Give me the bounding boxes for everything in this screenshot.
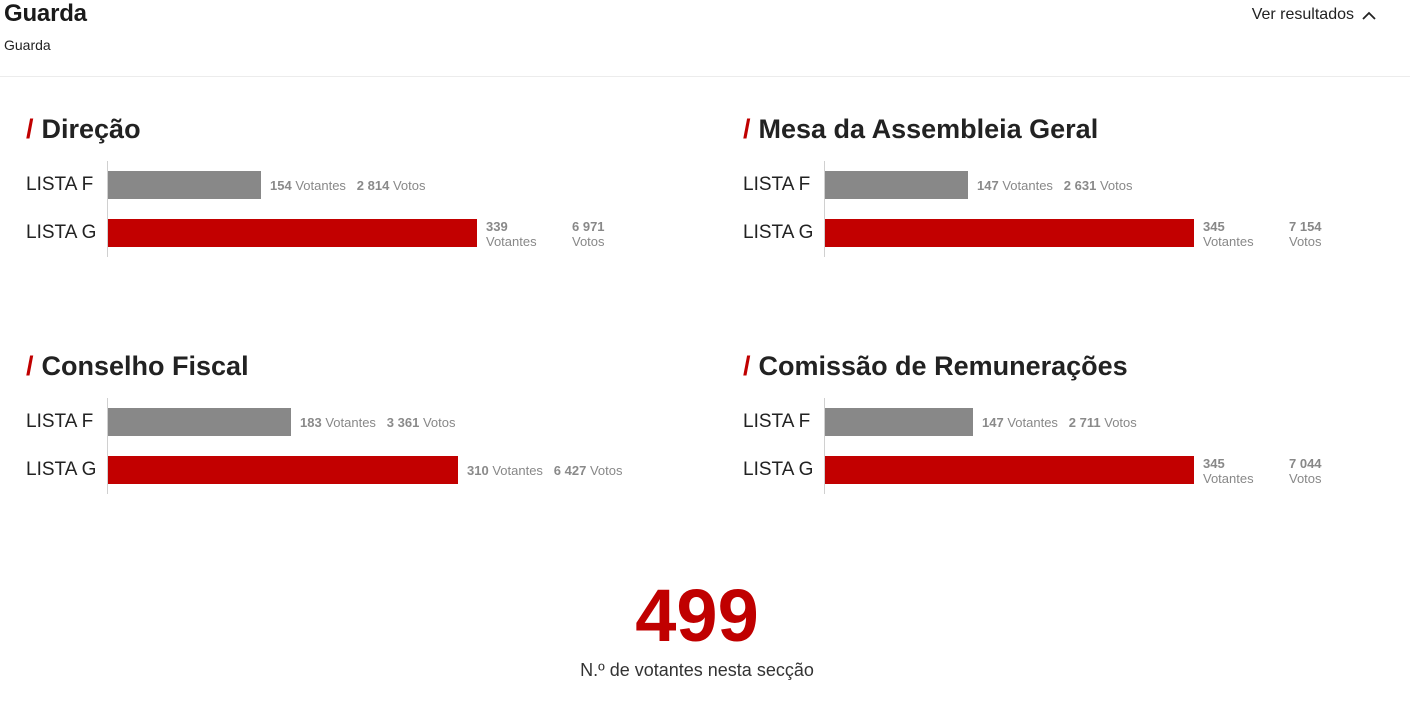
- axis-line: [824, 161, 825, 257]
- bar-lista-g: [108, 456, 458, 484]
- result-row: LISTA F 183 Votantes 3 361 Votos: [26, 408, 666, 438]
- slash-mark: /: [26, 351, 34, 381]
- page-subtitle: Guarda: [4, 37, 51, 53]
- row-label: LISTA F: [26, 174, 94, 195]
- row-stats: 147 Votantes 2 711 Votos: [982, 415, 1137, 430]
- slash-mark: /: [743, 114, 751, 144]
- axis-line: [824, 398, 825, 494]
- row-label: LISTA G: [743, 222, 814, 243]
- result-row: LISTA G 345 Votantes 7 044 Votos: [743, 456, 1383, 486]
- bar-lista-f: [108, 171, 261, 199]
- section-title: / Conselho Fiscal: [26, 351, 249, 381]
- result-row: LISTA F 147 Votantes 2 711 Votos: [743, 408, 1383, 438]
- section-title: / Mesa da Assembleia Geral: [743, 114, 1099, 144]
- section-direcao: / Direção LISTA F 154 Votantes 2 814 Voto…: [26, 114, 666, 264]
- toggle-label: Ver resultados: [1251, 6, 1354, 23]
- slash-mark: /: [743, 351, 751, 381]
- row-stats: 183 Votantes 3 361 Votos: [300, 415, 456, 430]
- votos-stat: 7 154 Votos: [1289, 219, 1322, 249]
- votantes-stat: 339 Votantes: [486, 219, 537, 249]
- votos-stat: 7 044 Votos: [1289, 456, 1322, 486]
- row-label: LISTA F: [26, 411, 94, 432]
- chevron-up-icon: [1362, 11, 1376, 20]
- result-row: LISTA F 147 Votantes 2 631 Votos: [743, 171, 1383, 201]
- bar-lista-g: [825, 219, 1194, 247]
- section-mesa-assembleia-geral: / Mesa da Assembleia Geral LISTA F 147 Vo…: [743, 114, 1383, 264]
- row-stats: 147 Votantes 2 631 Votos: [977, 178, 1133, 193]
- section-comissao-remuneracoes: / Comissão de Remunerações LISTA F 147 Vo…: [743, 351, 1383, 501]
- result-row: LISTA G 339 Votantes 6 971 Votos: [26, 219, 666, 249]
- slash-mark: /: [26, 114, 34, 144]
- row-label: LISTA F: [743, 174, 811, 195]
- section-conselho-fiscal: / Conselho Fiscal LISTA F 183 Votantes 3 …: [26, 351, 666, 501]
- axis-line: [107, 161, 108, 257]
- bar-lista-g: [825, 456, 1194, 484]
- votos-stat: 6 971 Votos: [572, 219, 605, 249]
- row-label: LISTA G: [26, 222, 97, 243]
- bar-lista-f: [825, 171, 968, 199]
- votantes-stat: 345 Votantes: [1203, 456, 1254, 486]
- total-voters-label: N.º de votantes nesta secção: [580, 660, 814, 680]
- bar-lista-f: [825, 408, 973, 436]
- results-header: Guarda Guarda Ver resultados: [0, 0, 1410, 77]
- section-title: / Comissão de Remunerações: [743, 351, 1128, 381]
- row-stats: 154 Votantes 2 814 Votos: [270, 178, 426, 193]
- total-voters-number: 499: [635, 574, 759, 657]
- ver-resultados-toggle[interactable]: Ver resultados: [1252, 6, 1376, 24]
- axis-line: [107, 398, 108, 494]
- result-row: LISTA G 310 Votantes 6 427 Votos: [26, 456, 666, 486]
- result-row: LISTA F 154 Votantes 2 814 Votos: [26, 171, 666, 201]
- row-label: LISTA G: [743, 459, 814, 480]
- page-title: Guarda: [4, 0, 87, 27]
- bar-lista-g: [108, 219, 477, 247]
- votantes-stat: 345 Votantes: [1203, 219, 1254, 249]
- section-title: / Direção: [26, 114, 141, 144]
- bar-lista-f: [108, 408, 291, 436]
- result-row: LISTA G 345 Votantes 7 154 Votos: [743, 219, 1383, 249]
- row-label: LISTA G: [26, 459, 97, 480]
- row-stats: 310 Votantes 6 427 Votos: [467, 463, 623, 478]
- row-label: LISTA F: [743, 411, 811, 432]
